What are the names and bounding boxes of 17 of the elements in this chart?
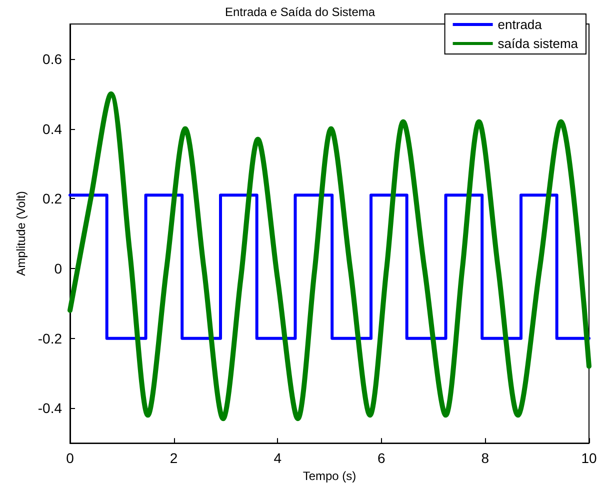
y-tick-label: 0.6 (42, 50, 62, 67)
y-tick-label: -0.2 (38, 330, 62, 346)
y-tick-label: 0.2 (42, 190, 62, 207)
chart-title: Entrada e Saída do Sistema (224, 5, 376, 19)
x-tick-label: 10 (581, 450, 597, 466)
y-axis-title: Amplitude (Volt) (14, 191, 28, 276)
legend-label: entrada (498, 17, 543, 32)
y-tick-label: 0 (54, 260, 62, 276)
x-tick-label: 8 (481, 450, 490, 466)
legend-label: saída sistema (498, 36, 579, 51)
x-tick-label: 0 (66, 450, 74, 466)
y-tick-label: 0.4 (42, 120, 62, 137)
x-tick-label: 2 (170, 450, 178, 466)
y-tick-label: -0.4 (38, 400, 62, 416)
x-tick-label: 6 (378, 450, 386, 466)
x-axis-title: Tempo (s) (302, 469, 356, 483)
x-tick-label: 4 (274, 450, 282, 466)
